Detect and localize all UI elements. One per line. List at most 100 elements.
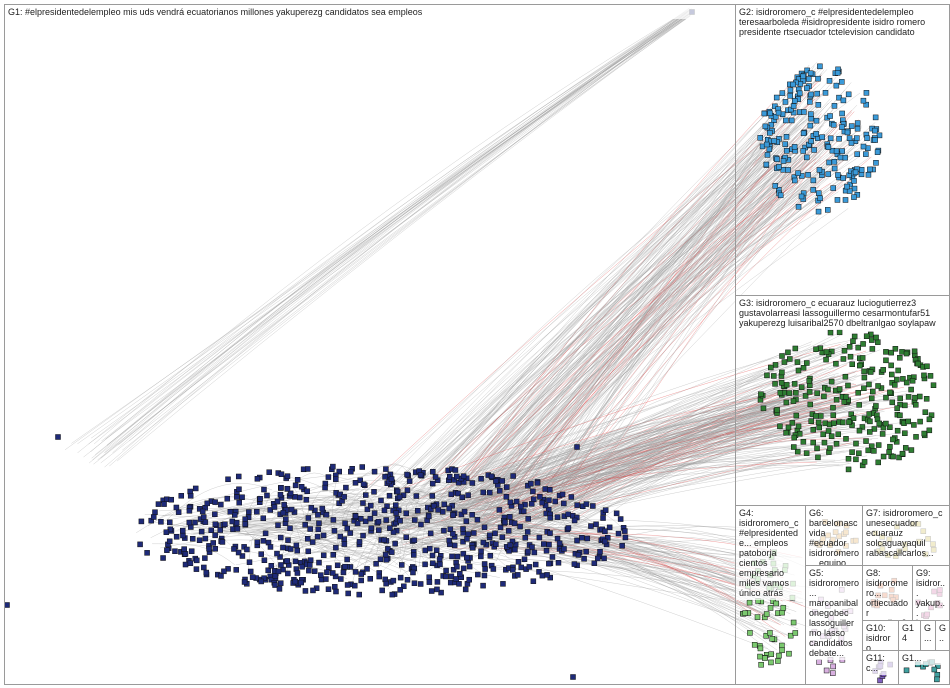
node <box>363 492 369 498</box>
node <box>911 348 918 355</box>
node <box>449 502 455 509</box>
group-label: G... <box>936 621 949 650</box>
node <box>864 135 870 141</box>
edge <box>399 107 795 481</box>
edge <box>158 503 373 522</box>
node <box>277 491 284 498</box>
node <box>813 346 819 352</box>
edge <box>508 132 837 508</box>
node <box>555 560 562 566</box>
edge <box>467 178 848 495</box>
node <box>272 573 279 579</box>
node <box>844 129 851 136</box>
node <box>173 504 180 511</box>
node <box>371 489 377 495</box>
node <box>866 411 872 417</box>
node <box>934 676 940 683</box>
edge <box>385 503 555 515</box>
node <box>863 333 870 339</box>
edge <box>504 142 859 493</box>
node <box>606 524 613 531</box>
node <box>320 552 327 559</box>
edge <box>488 433 776 482</box>
node <box>284 558 290 564</box>
node <box>859 355 866 361</box>
node <box>322 484 328 491</box>
node <box>212 499 218 505</box>
node <box>836 94 842 101</box>
group-box: G2: isidroromero_c #elpresidentedelemple… <box>735 4 950 296</box>
node <box>861 385 867 392</box>
node <box>825 207 831 213</box>
node <box>305 548 312 555</box>
node <box>591 560 598 566</box>
node <box>846 419 852 425</box>
node <box>294 570 301 576</box>
node <box>164 547 170 553</box>
edge <box>404 372 839 518</box>
node <box>779 369 785 376</box>
node <box>212 546 218 552</box>
node <box>825 144 832 150</box>
node <box>367 576 374 582</box>
node <box>347 530 353 536</box>
group-label: G5: isidroromero... marcoanibal onegobec… <box>806 566 862 660</box>
node <box>275 568 282 575</box>
node <box>896 454 902 461</box>
node <box>529 544 535 550</box>
node <box>771 373 777 379</box>
node <box>546 497 552 503</box>
node <box>856 427 863 434</box>
node <box>356 539 363 545</box>
node <box>850 338 856 345</box>
node <box>293 542 300 549</box>
node <box>813 131 819 137</box>
node <box>804 360 810 366</box>
node <box>782 99 789 105</box>
node <box>155 501 162 507</box>
node <box>913 434 919 440</box>
node <box>487 553 494 559</box>
node <box>874 149 881 155</box>
node <box>144 550 150 556</box>
node <box>274 498 281 505</box>
node <box>547 530 553 536</box>
node <box>368 525 375 532</box>
node <box>860 341 866 347</box>
node <box>493 478 499 484</box>
node <box>410 569 416 576</box>
node <box>441 527 447 534</box>
edge <box>106 10 690 446</box>
node <box>930 382 937 388</box>
node <box>808 111 814 117</box>
edge <box>458 519 780 638</box>
edge <box>498 174 801 509</box>
node <box>460 538 466 545</box>
node <box>242 516 248 522</box>
node <box>758 661 764 668</box>
edge <box>495 94 821 516</box>
node <box>415 507 421 514</box>
node <box>791 98 798 104</box>
node <box>921 372 927 379</box>
node <box>427 530 434 537</box>
group-box: G1: #elpresidentedelempleo mis uds vendr… <box>4 4 736 685</box>
node <box>526 564 533 570</box>
node <box>267 544 274 550</box>
node <box>285 570 291 577</box>
node <box>202 535 209 542</box>
node <box>368 502 374 509</box>
node <box>866 429 873 435</box>
node <box>469 480 476 486</box>
node <box>448 491 454 498</box>
node <box>776 164 782 170</box>
node <box>298 579 304 586</box>
edge <box>479 417 808 502</box>
node <box>294 547 300 554</box>
node <box>192 485 199 492</box>
node <box>926 416 933 423</box>
group-box: G5: isidroromero... marcoanibal onegobec… <box>805 565 863 685</box>
node <box>619 542 625 549</box>
node <box>887 424 893 430</box>
